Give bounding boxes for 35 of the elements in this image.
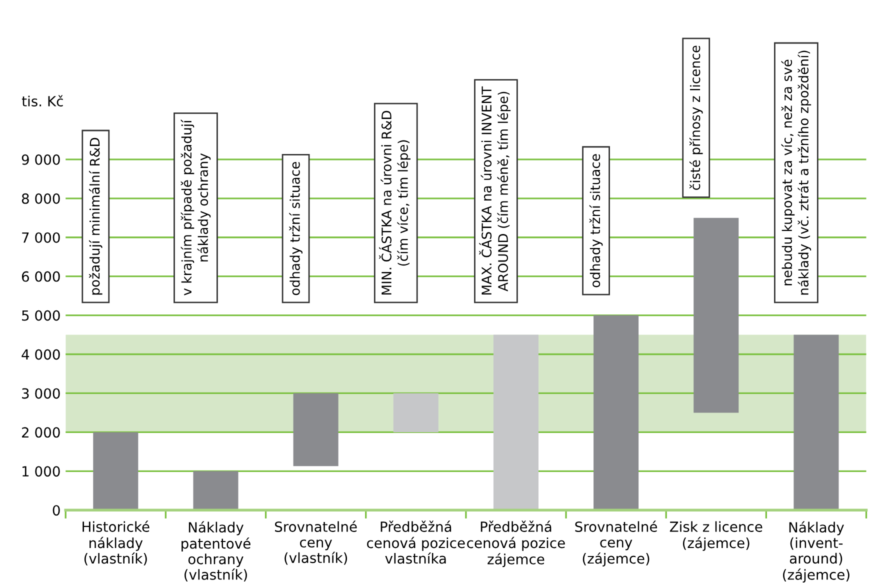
y-axis-title: tis. Kč xyxy=(22,95,63,106)
y-tick-label: 2 000 xyxy=(22,427,60,438)
bar xyxy=(393,393,438,432)
bar xyxy=(193,471,238,510)
x-tick-label: Náklady patentové ochrany (vlastník) xyxy=(182,521,250,582)
y-tick-label: 9 000 xyxy=(22,154,60,165)
x-tick-label: Předběžná cenová pozice zájemce xyxy=(467,520,565,568)
bar xyxy=(493,334,538,510)
y-tick-label: 0 xyxy=(52,505,60,516)
annotation: čisté přínosy z licence xyxy=(689,46,703,190)
y-tick-label: 3 000 xyxy=(22,388,60,399)
bar xyxy=(93,432,138,510)
bar xyxy=(794,334,839,510)
y-tick-label: 8 000 xyxy=(22,193,60,204)
y-tick-label: 1 000 xyxy=(22,466,60,477)
x-tick-label: Srovnatelné ceny (zájemce) xyxy=(575,520,658,566)
bar xyxy=(694,218,739,413)
annotation: MAX. ČÁSTKA na úrovni INVENT AROUND (čím méně, tím lépe) xyxy=(479,86,511,295)
y-tick-label: 4 000 xyxy=(22,349,60,360)
annotation: nebudu kupovat za víc, než za své náklady (vč. ztrát a tržního zpoždění) xyxy=(781,50,812,295)
x-tick-label: Srovnatelné ceny (vlastník) xyxy=(275,520,357,565)
y-tick-label: 6 000 xyxy=(22,271,60,282)
annotation: odhady tržní situace xyxy=(589,154,603,288)
x-tick-label: Náklady (invent- around) (zájemce) xyxy=(783,521,850,583)
bar xyxy=(293,393,338,466)
bar xyxy=(594,315,639,510)
annotation: odhady tržní situace xyxy=(289,162,302,296)
x-tick-label: Historické náklady (vlastník) xyxy=(82,520,150,566)
y-tick-label: 5 000 xyxy=(22,310,60,321)
y-tick-label: 7 000 xyxy=(22,232,60,243)
x-tick-label: Zisk z licence (zájemce) xyxy=(670,521,762,551)
x-tick-label: Předběžná cenová pozice vlastníka xyxy=(367,520,465,564)
annotation: v krajním případě požadují náklady ochrany xyxy=(180,119,211,296)
annotation: požadují minimální R&D xyxy=(89,138,102,295)
annotation: MIN. ČÁSTKA na úrovni R&D (čím více, tím lépe) xyxy=(379,110,410,295)
